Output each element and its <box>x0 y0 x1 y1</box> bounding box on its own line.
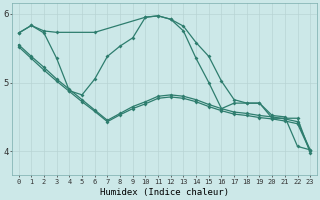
X-axis label: Humidex (Indice chaleur): Humidex (Indice chaleur) <box>100 188 229 197</box>
